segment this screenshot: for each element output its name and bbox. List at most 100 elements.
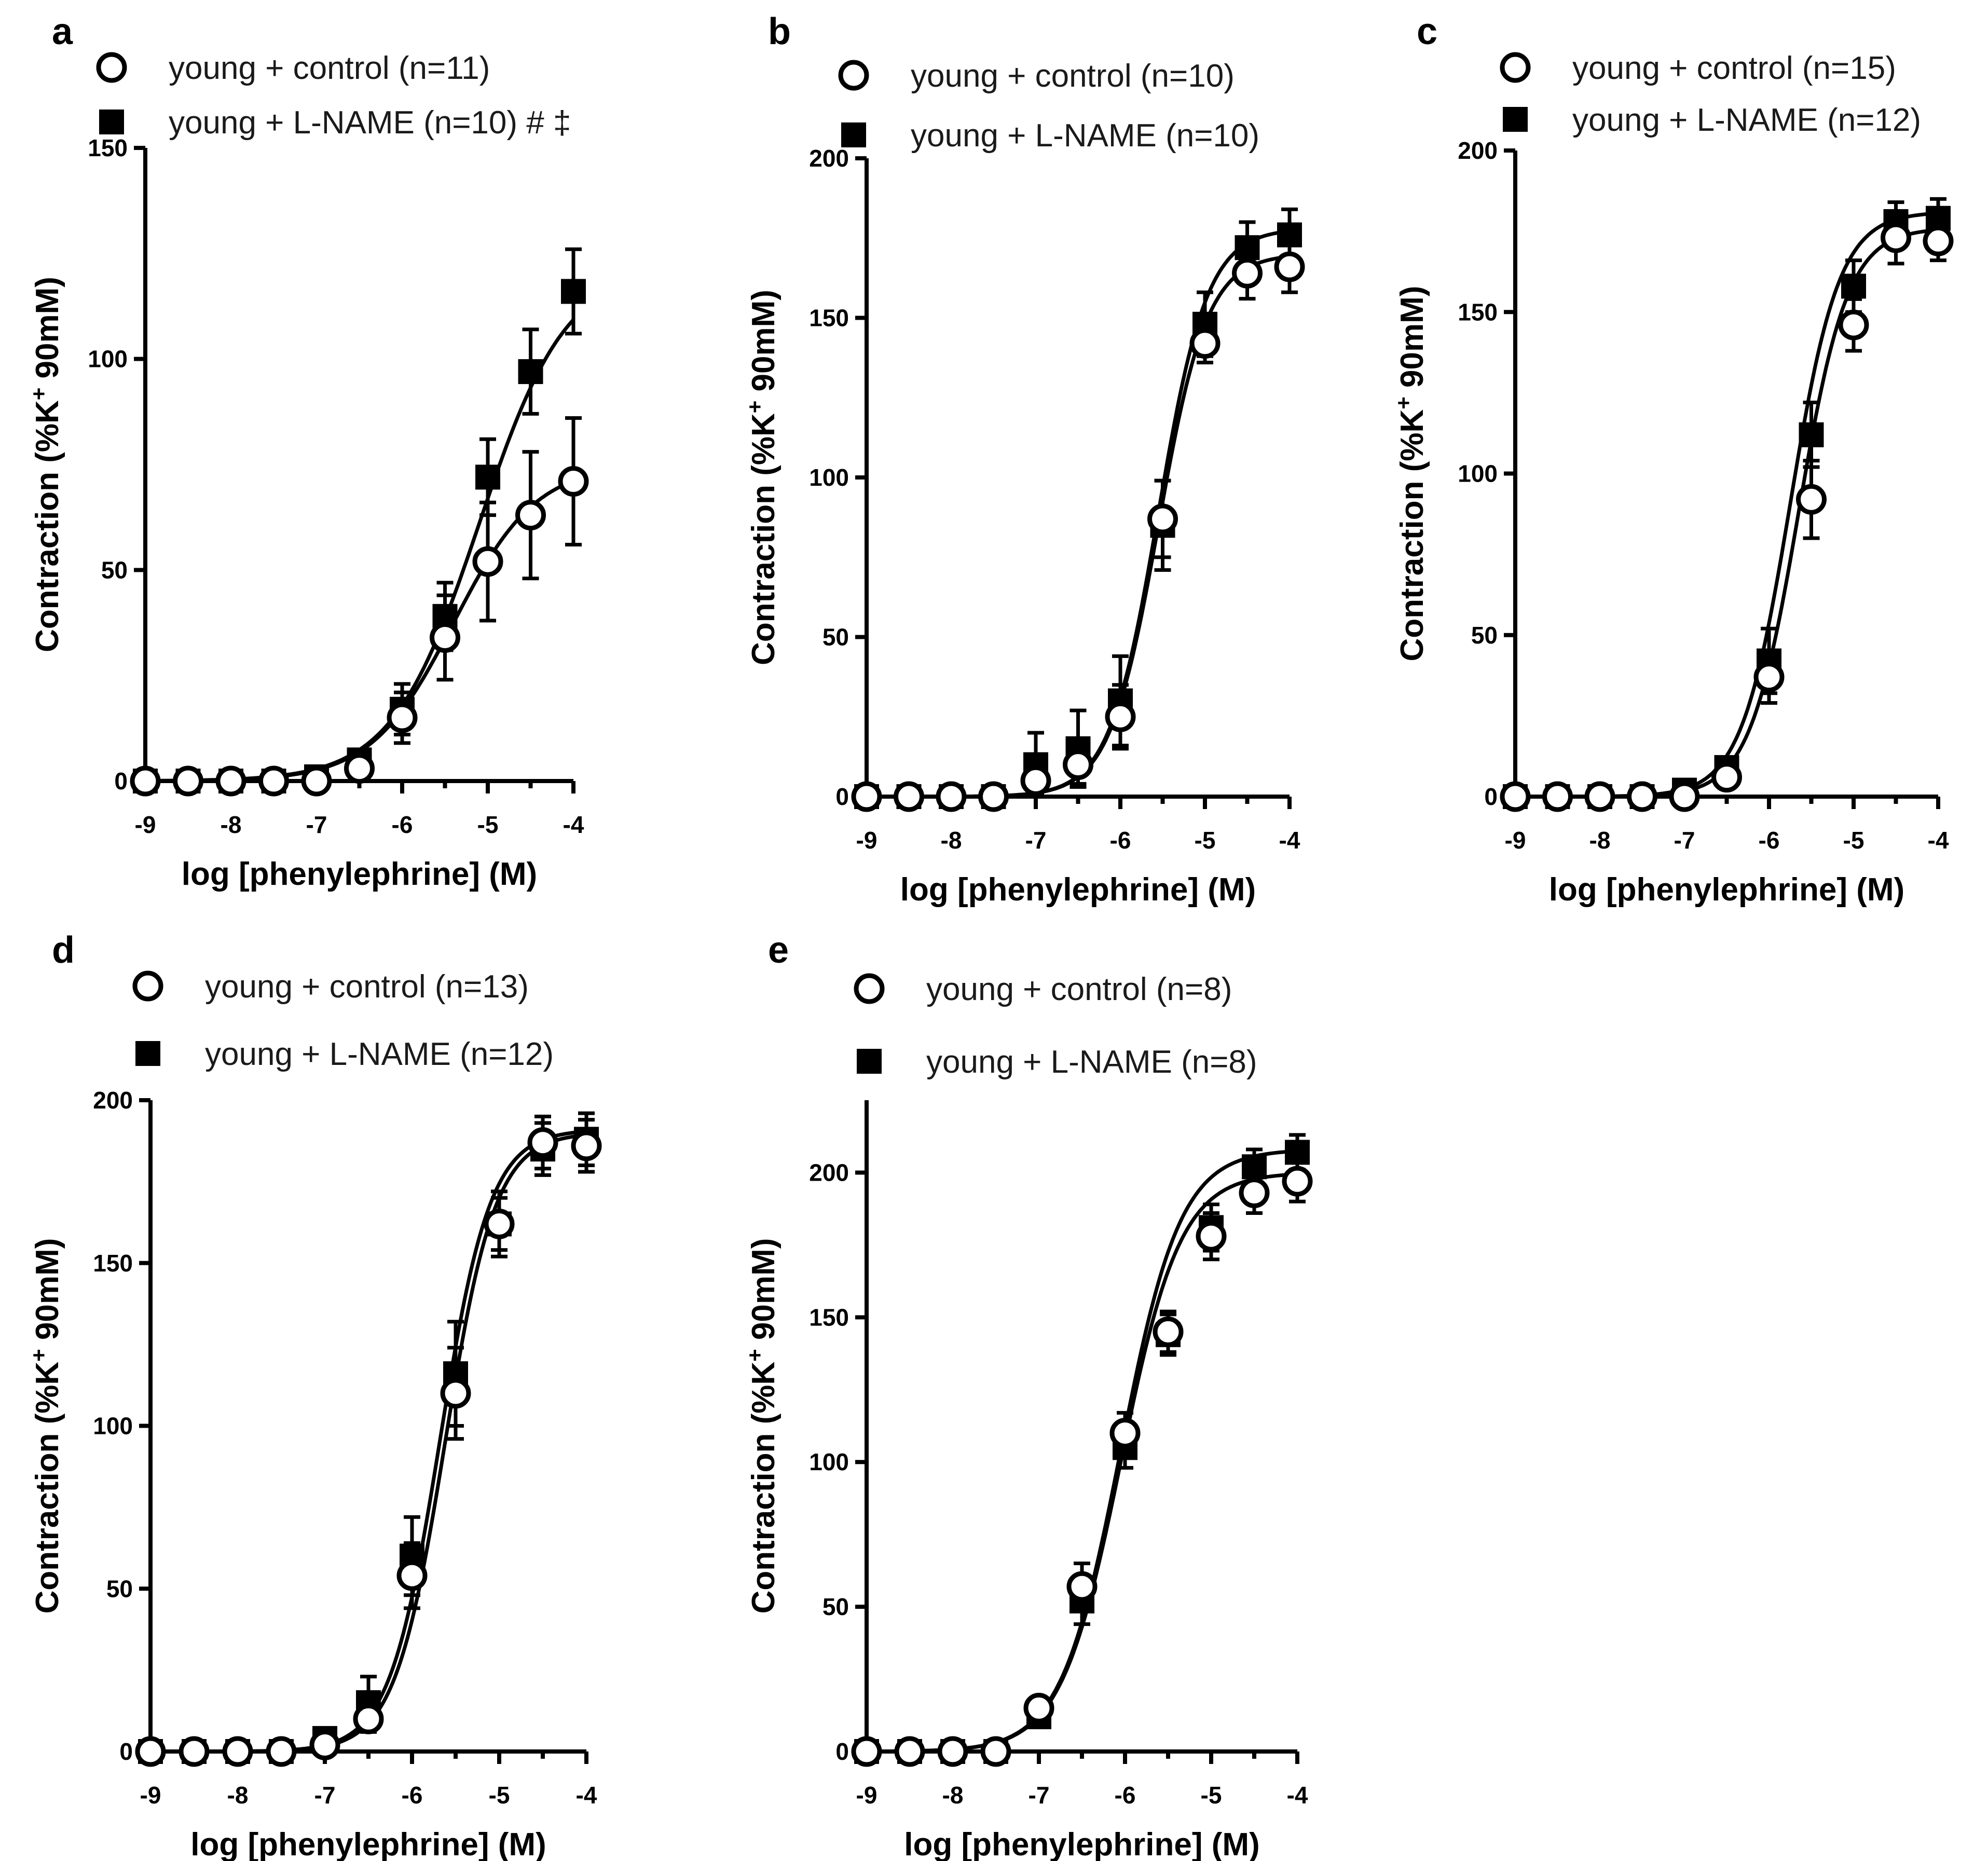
panel-letter: b [768,11,791,52]
panel-letter: c [1417,11,1437,52]
data-point [130,765,161,797]
panel-a: a 0 50 100 150 -9 -8 -7 -6 -5 -4 log [phenylephrine… [21,10,659,892]
y-tick-label: 100 [809,464,849,491]
data-point [258,765,289,797]
y-axis-label-part: 90mM) [30,1238,65,1349]
y-tick-label: 0 [835,783,849,810]
data-point [353,1703,384,1734]
data-point [344,753,375,784]
series-points [1500,222,1954,812]
y-tick-label: 100 [93,1413,133,1440]
chart-svg: a 0 50 100 150 -9 -8 -7 -6 -5 -4 log [phenylephrine… [26,11,589,892]
legend-marker [1503,107,1528,132]
y-axis-label-part: 90mM) [30,277,65,388]
y-axis-label-part: Contraction (%K [1394,409,1430,662]
data-point [1669,781,1700,812]
data-point [1799,422,1824,447]
data-point [484,1208,515,1239]
y-tick-label: 100 [1458,460,1498,487]
legend-marker [854,973,885,1004]
legend-label: young + L-NAME (n=12) [1572,102,1921,138]
series-points [135,1127,602,1767]
data-point [472,546,503,577]
data-point [527,1127,558,1158]
y-axis-label-superscript: + [1391,396,1416,409]
fit-curve-series-1 [867,1172,1298,1754]
chart-svg: c 0 50 100 150 200 -9 -8 -7 -6 -5 -4 log [phenylephr… [1391,11,1954,908]
chart-svg: e 0 50 100 150 200 -9 -8 -7 -6 -5 -4 log [phenylephr… [743,929,1313,1861]
x-tick-label: -8 [1589,827,1611,854]
data-point [1153,1316,1184,1347]
data-point [1923,225,1954,256]
data-point [179,1736,210,1767]
y-tick-label: 200 [809,1159,849,1186]
x-tick-label: -8 [941,827,962,854]
data-point [1147,503,1178,535]
x-axis-label: log [phenylephrine] (M) [182,856,537,892]
x-axis-label: log [phenylephrine] (M) [904,1827,1259,1861]
y-tick-label: 200 [809,145,849,172]
x-axis-label: log [phenylephrine] (M) [900,872,1256,908]
legend-label: young + L-NAME (n=10) [911,118,1259,154]
legend-label: young + control (n=10) [911,58,1235,94]
data-point [173,765,203,797]
data-point [1838,309,1869,340]
data-point [1627,781,1657,812]
data-point [894,1736,925,1767]
data-point [561,279,586,304]
y-axis-label-part: 90mM) [746,290,782,401]
fit-curve-series-1 [150,1133,587,1754]
x-tick-label: -8 [942,1782,964,1809]
x-tick-label: -6 [392,811,413,838]
y-tick-label: 0 [114,768,128,795]
y-tick-label: 0 [119,1738,133,1765]
legend-marker [841,122,866,147]
legend-marker [857,1049,882,1074]
data-point [1196,1221,1227,1252]
series-points [854,1140,1310,1764]
data-point [1796,484,1827,515]
x-tick-label: -7 [1029,1782,1050,1809]
data-point [1239,1177,1270,1208]
y-axis-label-part: Contraction (%K [746,1362,782,1614]
y-tick-label: 50 [101,556,128,583]
panel-letter: d [52,929,75,971]
data-point [440,1378,471,1409]
data-point [558,466,589,497]
data-point [1753,662,1785,693]
y-tick-label: 150 [809,1304,849,1331]
x-tick-label: -9 [140,1782,161,1809]
y-axis-label: Contraction (%K+ 90mM) [743,1238,782,1614]
data-point [978,781,1009,812]
legend-label: young + control (n=15) [1572,50,1896,86]
legend-label: young + control (n=8) [926,971,1232,1007]
y-axis-label-part: Contraction (%K [30,400,65,652]
data-point [1105,701,1136,732]
data-point [1274,251,1305,282]
series-points [1503,206,1951,809]
fit-curve-series-2 [1515,211,1939,799]
data-point [1282,1166,1313,1197]
data-point [430,622,460,653]
data-point [1242,1154,1267,1180]
x-axis-label: log [phenylephrine] (M) [190,1827,546,1861]
data-point [135,1736,166,1767]
y-tick-label: 0 [835,1738,849,1765]
data-point [1584,781,1615,812]
panel-letter: a [52,11,73,52]
series-points [133,279,586,793]
panel-e: e 0 50 100 150 200 -9 -8 -7 -6 -5 -4 log [phenylephr… [737,929,1375,1861]
chart-svg: d 0 50 100 150 200 -9 -8 -7 -6 -5 -4 log [phenylephr… [26,929,602,1861]
x-tick-label: -6 [1110,827,1131,854]
data-point [571,1130,602,1161]
chart-svg: b 0 50 100 150 200 -9 -8 -7 -6 -5 -4 log [phenylephr… [743,11,1305,908]
legend-label: young + L-NAME (n=12) [205,1036,554,1072]
x-tick-label: -9 [135,811,156,838]
y-axis-label-part: Contraction (%K [30,1362,65,1614]
fit-curve-series-1 [1515,228,1939,799]
x-tick-label: -4 [576,1782,597,1809]
data-point [309,1729,340,1760]
data-point [475,464,500,490]
data-point [266,1736,297,1767]
y-tick-label: 150 [809,305,849,332]
